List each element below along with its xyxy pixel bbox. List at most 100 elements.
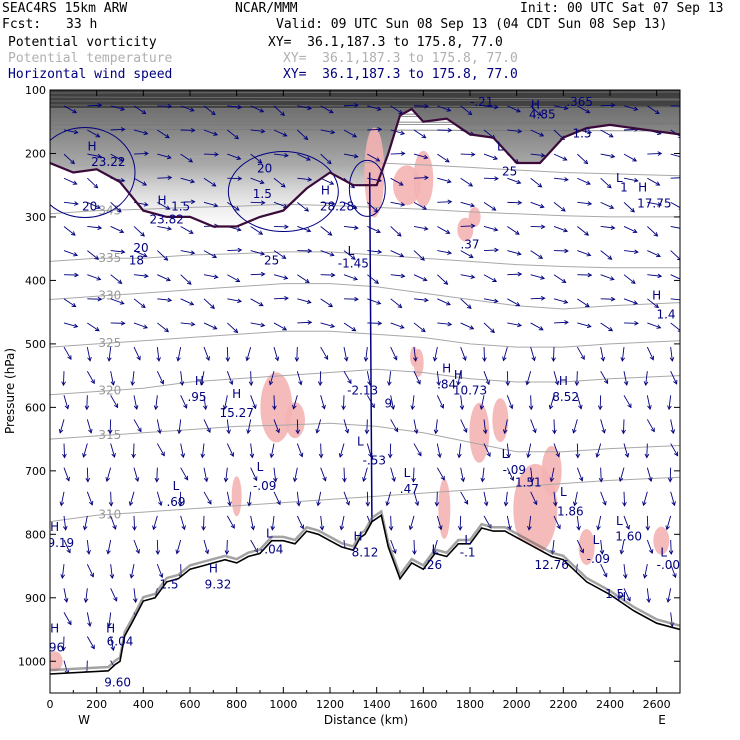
y-tick-label: 500 <box>25 338 46 351</box>
wind-vector-head <box>330 272 336 278</box>
wind-vector <box>460 225 475 227</box>
wind-vector <box>390 298 402 308</box>
wind-vector-head <box>517 128 523 134</box>
wind-vector-head <box>527 525 532 531</box>
y-tick-label: 100 <box>25 84 46 97</box>
wind-vector-head <box>599 550 605 555</box>
wind-speed-label: 1.5 <box>159 577 178 591</box>
wind-vector-head <box>490 328 495 334</box>
wind-vector <box>87 177 98 189</box>
wind-vector-head <box>587 272 593 278</box>
wind-vector-head <box>131 453 136 459</box>
wind-vector-head <box>105 477 110 483</box>
wind-vector-head <box>447 127 453 133</box>
wind-speed-label: H <box>454 368 463 382</box>
wind-vector <box>670 298 680 301</box>
wind-vector-head <box>423 226 429 231</box>
wind-vector <box>576 467 583 481</box>
wind-vector-head <box>420 327 426 333</box>
pv-band-line <box>50 123 680 126</box>
wind-vector <box>133 515 136 530</box>
wind-vector <box>597 515 602 530</box>
wind-vector <box>576 539 584 553</box>
wind-vector <box>63 177 77 185</box>
wind-speed-contour <box>348 159 386 217</box>
y-tick-label: 300 <box>25 211 46 224</box>
x-axis-title: Distance (km) <box>324 713 408 727</box>
wind-speed-label: 1 <box>620 181 628 195</box>
wind-vector-head <box>186 280 192 285</box>
theta-contour <box>50 251 680 269</box>
wind-vector-head <box>625 524 630 530</box>
wind-vector <box>86 491 93 506</box>
wind-vector <box>644 564 648 578</box>
wind-vector <box>133 395 138 410</box>
wind-vector <box>600 491 607 506</box>
wind-vector <box>250 105 264 113</box>
wind-vector <box>437 250 452 254</box>
wind-vector <box>63 346 72 360</box>
wind-vector <box>647 152 662 155</box>
y-tick-label: 800 <box>25 528 46 541</box>
wind-vector <box>483 347 486 362</box>
wind-vector <box>63 612 72 625</box>
wind-vector <box>133 419 142 432</box>
wind-vector-head <box>509 476 514 482</box>
wind-vector-head <box>350 255 356 260</box>
wind-vector-head <box>229 452 234 458</box>
moisture-patch <box>457 217 474 242</box>
wind-speed-label: L <box>616 514 623 528</box>
wind-vector <box>320 298 333 307</box>
wind-vector <box>600 370 609 384</box>
wind-speed-label: L <box>173 479 180 493</box>
wind-vector <box>227 274 240 282</box>
wind-vector <box>390 467 395 482</box>
wind-vector-head <box>517 200 523 205</box>
wind-vector-head <box>681 104 685 108</box>
wind-vector-head <box>493 227 499 232</box>
wind-vector-head <box>258 230 264 235</box>
wind-vector-head <box>339 525 345 531</box>
wind-vector <box>367 202 378 213</box>
wind-vector <box>600 419 605 434</box>
wind-vector-head <box>207 499 212 505</box>
wind-vector-head <box>188 229 194 234</box>
wind-vector <box>483 443 491 457</box>
wind-vector-head <box>610 153 616 159</box>
wind-vector <box>87 274 101 280</box>
wind-vector <box>623 298 638 305</box>
wind-vector <box>110 202 122 213</box>
wind-vector-head <box>654 303 660 309</box>
wind-vector-head <box>552 501 558 507</box>
wind-vector-head <box>180 453 186 459</box>
wind-vector-head <box>515 302 521 307</box>
x-tick-label: 0 <box>47 698 54 711</box>
moisture-patch <box>285 402 305 439</box>
wind-vector <box>110 588 118 602</box>
wind-vector-head <box>268 380 274 386</box>
wind-vector <box>553 347 555 362</box>
wind-vector-head <box>480 477 486 483</box>
wind-vector <box>343 274 358 280</box>
wind-vector-head <box>648 477 653 483</box>
wind-speed-label: 17.75 <box>637 196 671 210</box>
wind-vector-head <box>364 429 370 435</box>
wind-vector-head <box>555 452 560 458</box>
wind-vector-head <box>323 355 329 361</box>
wind-vector <box>133 274 148 277</box>
wind-vector-head <box>87 356 92 362</box>
wind-vector <box>460 395 463 410</box>
wind-vector <box>180 298 194 306</box>
wind-vector <box>86 563 94 578</box>
wind-vector-head <box>152 525 157 531</box>
wind-vector-head <box>94 326 100 332</box>
wind-vector-head <box>133 405 139 410</box>
wind-vector-head <box>257 158 263 164</box>
wind-vector <box>390 129 405 135</box>
wind-speed-label: H <box>50 622 59 636</box>
center-title: NCAR/MMM <box>235 1 298 16</box>
wind-vector-head <box>586 323 592 329</box>
wind-vector-head <box>128 501 134 507</box>
wind-vector-head <box>143 130 149 136</box>
wind-vector-head <box>434 501 440 507</box>
